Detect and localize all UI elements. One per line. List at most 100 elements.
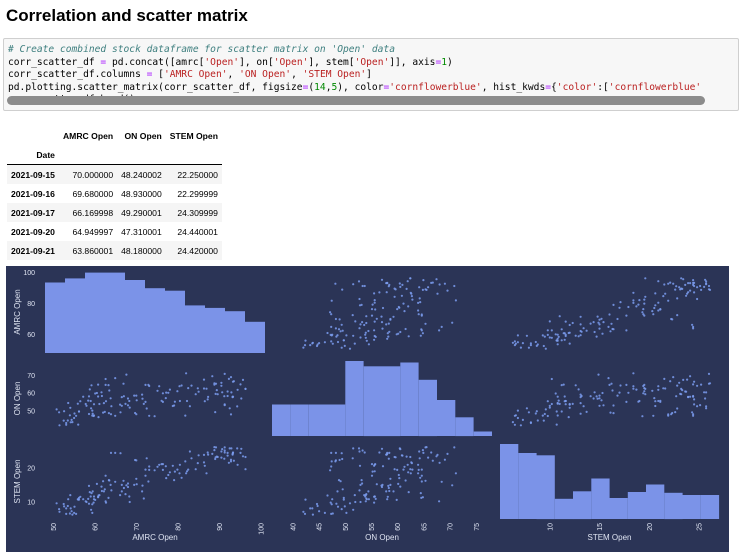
table-cell: 66.169998 [72,207,114,218]
scatter-point-stem-vs-on [329,501,332,504]
scatter-point-amrc-vs-stem [519,346,523,349]
horizontal-scrollbar[interactable] [7,96,705,105]
scatter-point-on-vs-amrc [206,398,209,401]
scatter-point-on-vs-stem [555,423,558,426]
scatter-point-on-vs-amrc [102,402,105,405]
index-name: Date [7,145,59,165]
scatter-point-on-vs-amrc [229,376,233,379]
scatter-point-stem-vs-amrc [120,483,123,486]
scatter-point-amrc-vs-on [358,297,361,301]
table-row: 2021-09-15 70.000000 48.240002 22.250000 [7,164,222,184]
y-tick-label: 70 [27,373,35,380]
scatter-point-amrc-vs-on [342,339,345,342]
scatter-point-on-vs-stem [535,410,538,413]
scatter-point-stem-vs-amrc [164,465,167,468]
scatter-point-stem-vs-amrc [223,446,226,449]
scatter-point-amrc-vs-on [334,282,337,285]
scatter-point-on-vs-stem [707,372,711,375]
scatter-point-stem-vs-on [440,480,443,483]
scatter-point-amrc-vs-on [407,305,410,308]
y-axis-label-on: ON Open [13,382,22,416]
scatter-point-amrc-vs-on [351,314,354,317]
x-tick-label: 20 [647,523,654,531]
scatter-point-stem-vs-on [338,458,341,462]
table-cell: 64.949997 [72,226,114,237]
scatter-point-stem-vs-amrc [133,483,136,486]
scatter-point-amrc-vs-on [419,301,422,304]
scatter-point-amrc-vs-stem [563,338,566,341]
scatter-point-stem-vs-on [341,488,344,491]
scatter-point-stem-vs-amrc [122,486,125,490]
scatter-point-on-vs-stem [654,400,657,403]
scatter-point-on-vs-amrc [185,399,189,403]
scatter-point-amrc-vs-stem [585,329,588,332]
scatter-point-stem-vs-amrc [180,476,183,479]
scatter-point-amrc-vs-on [399,330,402,334]
hist-bar-amrc [145,288,165,353]
scatter-point-on-vs-amrc [97,383,100,386]
scatter-point-on-vs-amrc [220,384,223,387]
code-cell[interactable]: # Create combined stock dataframe for sc… [3,38,739,111]
scatter-point-amrc-vs-stem [589,322,592,325]
scatter-point-amrc-vs-stem [684,283,687,286]
scatter-point-stem-vs-amrc [161,468,164,471]
scatter-point-on-vs-stem [643,383,646,386]
scatter-point-stem-vs-on [409,472,412,475]
scatter-point-amrc-vs-on [309,344,312,347]
scatter-point-on-vs-stem [536,419,539,422]
scatter-point-stem-vs-on [407,491,410,494]
scatter-point-stem-vs-amrc [197,454,200,457]
scatter-point-amrc-vs-on [340,346,343,349]
scatter-point-stem-vs-amrc [100,489,103,493]
scatter-point-stem-vs-on [418,457,421,460]
scatter-point-amrc-vs-on [339,330,342,333]
scatter-point-on-vs-amrc [69,406,72,409]
scatter-point-stem-vs-on [403,465,406,468]
scatter-point-on-vs-amrc [66,419,69,422]
scatter-point-stem-vs-on [364,495,367,498]
scatter-point-amrc-vs-stem [643,314,646,317]
y-tick-label: 60 [27,332,35,339]
scatter-point-amrc-vs-stem [692,283,695,286]
scatter-point-on-vs-stem [525,407,529,410]
scatter-point-on-vs-amrc [223,372,226,375]
scatter-point-amrc-vs-stem [521,342,525,345]
scatter-point-amrc-vs-on [387,335,390,338]
scatter-point-stem-vs-on [373,501,376,504]
scatter-point-amrc-vs-stem [657,309,660,312]
scatter-point-stem-vs-amrc [55,502,58,505]
scatter-point-stem-vs-on [343,505,346,508]
scatter-point-on-vs-stem [651,389,654,392]
scatter-point-amrc-vs-stem [602,321,605,324]
scatter-point-on-vs-stem [598,394,601,397]
scatter-point-amrc-vs-on [417,309,420,312]
scatter-point-on-vs-amrc [228,407,231,410]
scatter-point-on-vs-amrc [168,388,171,391]
scatter-point-on-vs-amrc [215,389,218,392]
scatter-point-on-vs-amrc [188,405,191,408]
scatter-point-amrc-vs-on [345,334,348,337]
table-cell: 70.000000 [72,169,114,180]
scatter-point-stem-vs-on [407,471,410,474]
scatter-point-amrc-vs-on [330,340,333,343]
scatter-point-on-vs-stem [627,391,630,394]
scatter-point-amrc-vs-stem [567,331,570,335]
scatter-point-on-vs-stem [682,378,685,381]
scatter-point-on-vs-stem [692,414,695,417]
scatter-point-on-vs-stem [601,391,604,395]
scatter-point-amrc-vs-stem [542,344,545,348]
scatter-point-stem-vs-amrc [173,470,176,473]
scatter-point-on-vs-amrc [135,394,138,397]
scatter-point-on-vs-stem [608,383,611,386]
x-tick-label: 60 [92,523,99,531]
scatter-point-on-vs-stem [642,392,645,395]
scatter-point-amrc-vs-stem [700,288,703,291]
table-cell: 22.299999 [177,188,218,199]
scatter-point-amrc-vs-on [451,321,454,324]
scatter-point-stem-vs-amrc [223,451,226,454]
code-editor[interactable]: # Create combined stock dataframe for sc… [8,44,701,107]
scatter-point-on-vs-amrc [194,393,197,396]
hist-bar-on [382,366,401,437]
scatter-point-amrc-vs-on [374,335,377,338]
scatter-point-stem-vs-amrc [226,451,229,454]
